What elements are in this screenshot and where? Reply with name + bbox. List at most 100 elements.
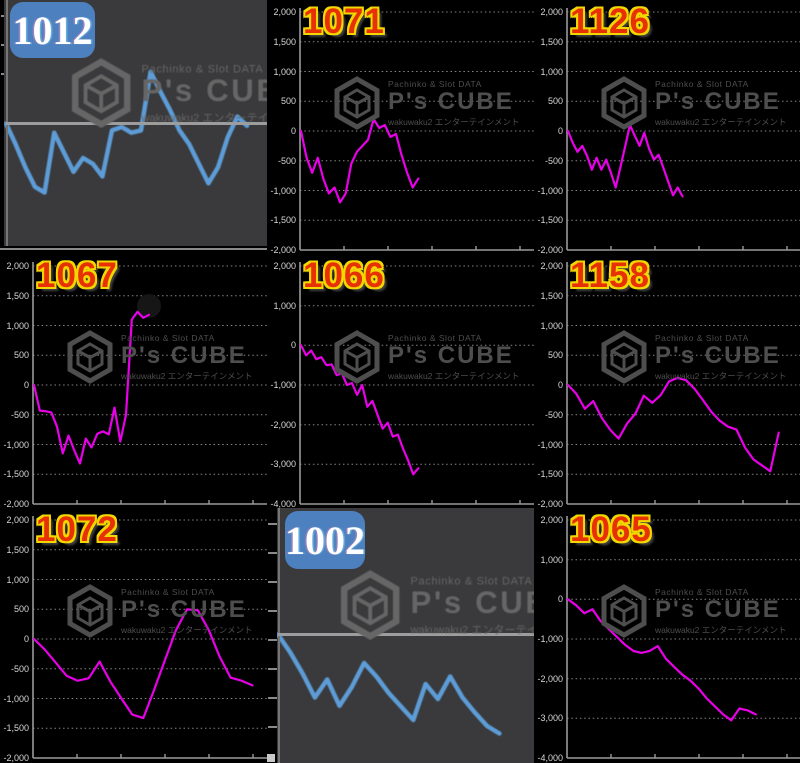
tick-remnant <box>268 610 277 612</box>
watermark-top-text: Pachinko & Slot DATA <box>410 573 533 587</box>
data-line <box>32 608 254 720</box>
chart-panel-1071[interactable]: 2,000 1,500 1,000 500 0 -500 -1,000 -1,500 -2,00… <box>267 0 534 254</box>
watermark-top-text: Pachinko & Slot DATA <box>655 78 749 89</box>
left-edge-strip <box>0 0 4 254</box>
y-axis-tick-label: 500 <box>547 96 563 107</box>
chart-panel-1066[interactable]: 2,000 1,000 0 -1,000 -2,000 -3,000 -4,000 Pachi… <box>267 254 534 508</box>
y-axis-tick-label: 0 <box>557 594 563 605</box>
plot-area <box>299 8 534 251</box>
y-axis-tick-label: -1,500 <box>270 215 296 226</box>
y-axis-tick-label: 1,500 <box>273 36 296 47</box>
y-axis-tick-label: 2,000 <box>6 515 29 525</box>
data-line <box>299 344 420 476</box>
y-axis-tick-label: -500 <box>544 409 563 420</box>
watermark-brand: P's CUBE <box>121 595 247 623</box>
hex-cube-logo-icon <box>67 330 113 384</box>
y-axis-tick-label: -500 <box>277 155 296 166</box>
y-axis-tick-label: -2,000 <box>537 673 563 684</box>
y-axis-tick-label: 1,500 <box>6 290 29 301</box>
hex-cube-logo-icon <box>601 584 647 638</box>
y-axis-tick-label: -2,000 <box>537 499 563 509</box>
y-axis-tick-label: -3,000 <box>537 713 563 724</box>
tick-remnant <box>268 552 277 554</box>
y-axis-tick-label: -1,500 <box>3 723 29 734</box>
watermark-sub-text: wakuwaku2 エンターテインメント <box>141 110 268 124</box>
y-axis-tick-label: -1,000 <box>537 634 563 644</box>
watermark-sub-text: wakuwaku2 エンターテインメント <box>121 624 253 635</box>
hex-cube-logo-icon <box>334 330 380 384</box>
y-axis-tick-label: 1,000 <box>273 300 296 311</box>
tick-remnant <box>1 44 4 46</box>
machine-number-label: 1126 <box>570 2 650 41</box>
zero-line <box>6 122 267 125</box>
y-axis-tick-label: -500 <box>10 663 29 674</box>
y-axis-tick-label: -4,000 <box>270 499 296 509</box>
y-axis-tick-label: 500 <box>547 350 563 361</box>
chart-panel-1126[interactable]: 2,000 1,500 1,000 500 0 -500 -1,000 -1,500 -2,00… <box>534 0 800 254</box>
machine-number-label: 1067 <box>36 256 118 295</box>
y-axis-tick-label: -1,000 <box>270 380 296 390</box>
y-axis-tick-label: -2,000 <box>537 245 563 255</box>
y-axis-tick-label: 0 <box>557 380 563 390</box>
y-axis-tick-label: 1,500 <box>540 290 563 301</box>
machine-number-label: 1158 <box>570 256 650 295</box>
data-line <box>566 598 757 722</box>
y-axis-tick-label: -2,000 <box>270 419 296 430</box>
watermark-top-text: Pachinko & Slot DATA <box>388 78 482 89</box>
hex-cube-logo-icon <box>67 584 113 638</box>
y-axis-tick-label: -2,000 <box>3 753 29 763</box>
y-axis-tick-label: -1,000 <box>537 185 563 196</box>
data-line <box>566 123 684 198</box>
y-axis-tick-label: 0 <box>290 340 296 351</box>
data-line <box>299 117 420 204</box>
chart-panel-1158[interactable]: 2,000 1,500 1,000 500 0 -500 -1,000 -1,500 -2,00… <box>534 254 800 508</box>
hex-cube-logo-icon <box>601 330 647 384</box>
y-axis-tick-label: 0 <box>23 380 29 390</box>
watermark-brand: P's CUBE <box>388 87 514 115</box>
y-axis-tick-label: -1,500 <box>3 469 29 480</box>
label-remnant <box>267 754 275 762</box>
tick-remnant <box>268 639 277 641</box>
y-axis-tick-label: 2,000 <box>540 515 563 525</box>
watermark-brand: P's CUBE <box>141 72 268 109</box>
watermark-top-text: Pachinko & Slot DATA <box>121 332 215 343</box>
watermark-top-text: Pachinko & Slot DATA <box>121 586 215 597</box>
machine-number-badge: 1012 <box>10 2 95 58</box>
y-axis-tick-label: -3,000 <box>270 459 296 470</box>
y-axis-tick-label: 1,000 <box>273 66 296 77</box>
y-axis-tick-label: 1,000 <box>6 574 29 585</box>
y-axis-tick-label: 1,500 <box>540 36 563 47</box>
tick-remnant <box>268 726 277 728</box>
chart-panel-1072[interactable]: 2,000 1,500 1,000 500 0 -500 -1,000 -1,500 -2,00… <box>0 508 267 763</box>
tick-remnant <box>1 73 4 75</box>
watermark-brand: P's CUBE <box>655 595 781 623</box>
zoomed-x-axis-line <box>0 248 267 250</box>
hex-cube-logo-icon <box>340 570 400 641</box>
y-axis-tick-label: -1,000 <box>3 439 29 450</box>
watermark-brand: P's CUBE <box>121 341 247 369</box>
zero-line <box>278 633 534 636</box>
plot-area <box>32 516 267 759</box>
tick-remnant <box>1 15 4 17</box>
tick-remnant <box>268 697 277 699</box>
chart-panel-1065[interactable]: 2,000 1,000 0 -1,000 -2,000 -3,000 -4,000 Pachi… <box>534 508 800 763</box>
chart-panel-1067[interactable]: 2,000 1,500 1,000 500 0 -500 -1,000 -1,500 -2,00… <box>0 254 267 508</box>
watermark-sub-text: wakuwaku2 エンターテインメント <box>655 370 787 381</box>
y-axis-tick-label: -1,500 <box>537 215 563 226</box>
watermark-top-text: Pachinko & Slot DATA <box>655 586 749 597</box>
